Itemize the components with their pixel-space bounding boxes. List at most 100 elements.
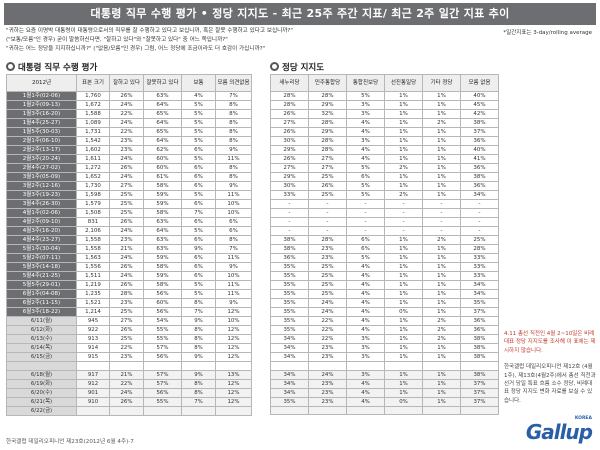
row-none: 37% — [460, 387, 499, 398]
row-unified-progressive: - — [346, 226, 385, 236]
row-advancement-unification: 1% — [384, 316, 423, 326]
row-sample: 1,214 — [76, 307, 110, 317]
approval-row: 6/20(수) 901 24% 56% 8% 12% — [6, 387, 252, 398]
row-good: 26% — [109, 262, 144, 272]
row-sample: 914 — [76, 343, 110, 353]
row-sample: 1,272 — [76, 163, 110, 173]
row-advancement-unification: 1% — [384, 100, 423, 110]
row-dontknow: 12% — [215, 387, 252, 398]
row-average: 5% — [181, 190, 216, 200]
row-bad: 59% — [143, 199, 182, 209]
row-democratic: 23% — [308, 396, 347, 407]
approval-row: 5월1주(30-04) 1,558 21% 63% 9% 7% — [6, 244, 252, 254]
row-democratic: 28% — [308, 118, 347, 128]
row-period: 4월1주(02-06) — [6, 208, 77, 218]
row-other-party: 1% — [422, 343, 461, 353]
row-sample: 1,511 — [76, 271, 110, 281]
row-dontknow: 11% — [215, 253, 252, 263]
row-saenuri: 27% — [270, 118, 309, 128]
row-unified-progressive: 4% — [346, 325, 385, 335]
row-good: 23% — [109, 136, 144, 146]
party-row: 30% 26% 5% 1% 1% 36% — [270, 181, 499, 191]
row-other-party: 2% — [422, 235, 461, 245]
row-democratic: 32% — [308, 109, 347, 119]
row-average: 6% — [181, 262, 216, 272]
row-none: 25% — [460, 235, 499, 245]
row-democratic: 29% — [308, 100, 347, 110]
row-saenuri: 29% — [270, 172, 309, 182]
row-advancement-unification: 1% — [384, 172, 423, 182]
row-none: 38% — [460, 352, 499, 362]
row-democratic: - — [308, 208, 347, 218]
row-none: 37% — [460, 396, 499, 407]
row-average — [181, 405, 216, 416]
row-bad: 55% — [143, 396, 182, 407]
approval-row: 4월3주(16-20) 2,106 24% 64% 5% 6% — [6, 226, 252, 236]
row-none: 38% — [460, 118, 499, 128]
row-sample: 1,563 — [76, 253, 110, 263]
row-unified-progressive: 4% — [346, 127, 385, 137]
row-sample: 1,611 — [76, 154, 110, 164]
row-sample: 912 — [76, 378, 110, 389]
party-row: 34% 23% 3% 1% 1% 38% — [270, 343, 499, 353]
row-none: 36% — [460, 181, 499, 191]
col-header-other-party: 기타 정당 — [422, 74, 461, 92]
row-other-party: 1% — [422, 262, 461, 272]
row-period: 5월2주(07-11) — [6, 253, 77, 263]
party-row: 35% 25% 4% 1% 1% 33% — [270, 262, 499, 272]
row-period: 1월4주(25-27) — [6, 118, 77, 128]
row-unified-progressive: - — [346, 208, 385, 218]
row-democratic: - — [308, 199, 347, 209]
approval-row: 6/19(화) 912 22% 57% 8% 12% — [6, 378, 252, 389]
party-row: 29% 28% 4% 1% 1% 40% — [270, 145, 499, 155]
row-average: 5% — [181, 136, 216, 146]
row-none: 37% — [460, 127, 499, 137]
row-dontknow: 9% — [215, 298, 252, 308]
row-good: 26% — [109, 91, 144, 101]
row-democratic: 28% — [308, 235, 347, 245]
row-other-party: 1% — [422, 127, 461, 137]
survey-questions: "귀하는 요즘 이명박 대통령이 대통령으로서의 직무를 잘 수행하고 있다고 … — [6, 27, 436, 55]
row-bad: 59% — [143, 190, 182, 200]
col-header-saenuri: 새누리당 — [270, 74, 309, 92]
row-bad: 58% — [143, 280, 182, 290]
row-period: 4월2주(09-10) — [6, 217, 77, 227]
row-saenuri — [270, 361, 309, 371]
row-good: 22% — [109, 378, 144, 389]
row-none: 33% — [460, 271, 499, 281]
row-bad: 62% — [143, 145, 182, 155]
row-bad: 63% — [143, 91, 182, 101]
row-other-party: 1% — [422, 369, 461, 380]
row-democratic: 25% — [308, 271, 347, 281]
col-header-advancement-unification: 선진통일당 — [384, 74, 423, 92]
row-bad: 60% — [143, 298, 182, 308]
row-unified-progressive: 5% — [346, 253, 385, 263]
row-good: 25% — [109, 199, 144, 209]
row-bad: 60% — [143, 154, 182, 164]
row-democratic: 22% — [308, 325, 347, 335]
row-good: 24% — [109, 226, 144, 236]
row-period: 4월3주(16-20) — [6, 226, 77, 236]
row-sample: 917 — [76, 369, 110, 380]
row-unified-progressive: 5% — [346, 91, 385, 101]
row-none: 38% — [460, 369, 499, 380]
row-none: 40% — [460, 91, 499, 101]
row-sample: 1,521 — [76, 298, 110, 308]
row-unified-progressive: 4% — [346, 387, 385, 398]
party-row: 35% 22% 4% 1% 2% 36% — [270, 316, 499, 326]
row-none: 38% — [460, 334, 499, 344]
row-democratic: 25% — [308, 262, 347, 272]
row-democratic: 24% — [308, 298, 347, 308]
row-good: 25% — [109, 334, 144, 344]
row-period: 5월1주(30-04) — [6, 244, 77, 254]
row-none: 28% — [460, 244, 499, 254]
row-unified-progressive: 3% — [346, 343, 385, 353]
party-row: ------ — [270, 199, 499, 209]
row-none: 38% — [460, 343, 499, 353]
row-saenuri: 26% — [270, 154, 309, 164]
row-advancement-unification: 1% — [384, 369, 423, 380]
row-dontknow: 8% — [215, 172, 252, 182]
party-row: 26% 32% 3% 1% 1% 42% — [270, 109, 499, 119]
party-row: 35% 24% 4% 0% 1% 37% — [270, 307, 499, 317]
row-none: 34% — [460, 280, 499, 290]
